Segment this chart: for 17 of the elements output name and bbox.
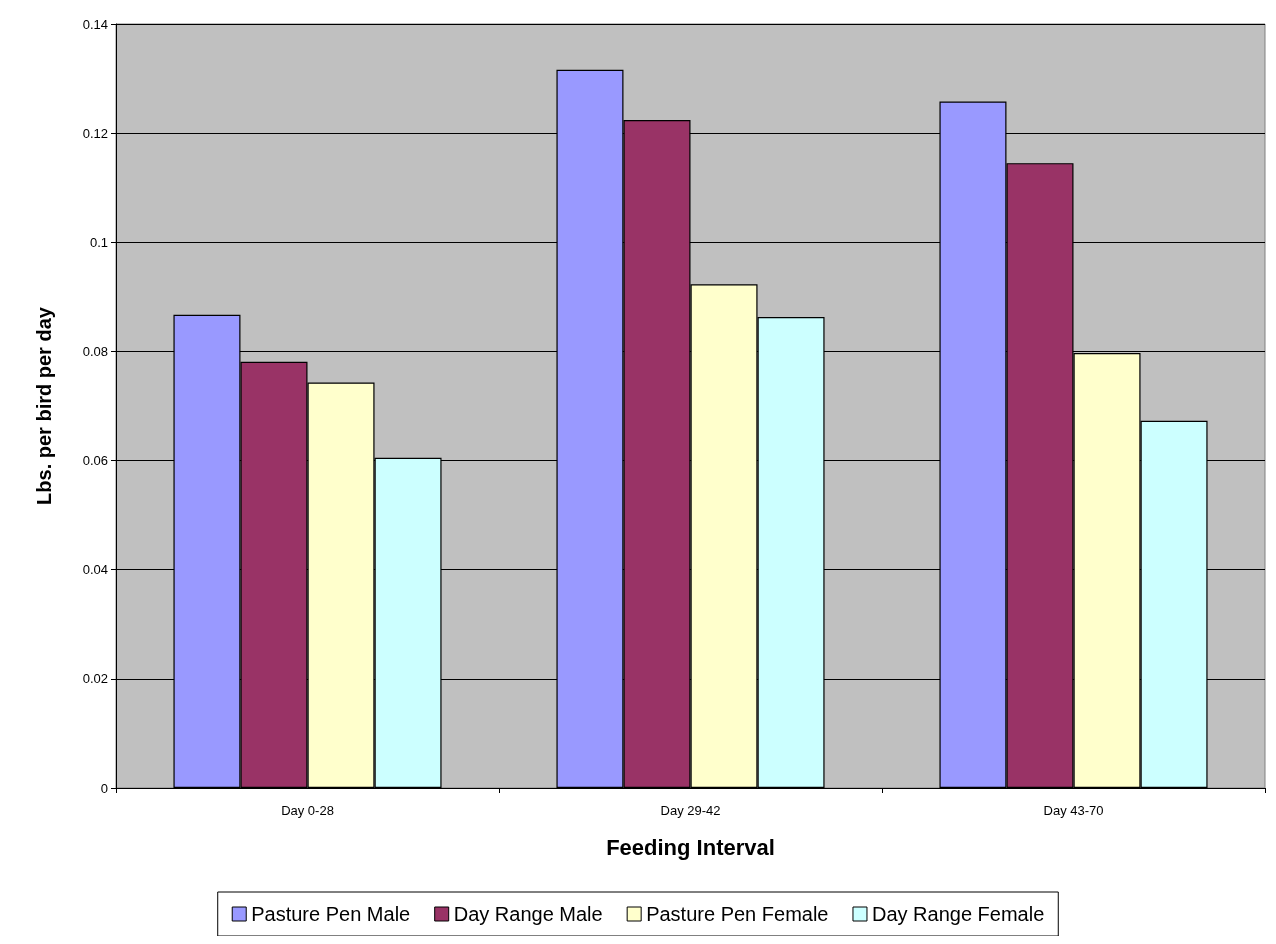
legend-label: Pasture Pen Female bbox=[646, 903, 829, 925]
y-tick-label: 0 bbox=[100, 780, 108, 796]
y-tick-label: 0.08 bbox=[82, 343, 108, 359]
y-tick-label: 0.06 bbox=[82, 453, 108, 469]
legend-label: Pasture Pen Male bbox=[251, 903, 411, 925]
legend-label: Day Range Male bbox=[453, 903, 603, 925]
y-tick-label: 0.1 bbox=[89, 234, 108, 250]
x-tick-label: Day 43-70 bbox=[1043, 803, 1104, 818]
y-tick-label: 0.12 bbox=[82, 125, 108, 141]
y-tick-label: 0.04 bbox=[82, 562, 108, 578]
x-tick-label: Day 29-42 bbox=[660, 803, 721, 818]
y-tick-label: 0.02 bbox=[82, 671, 108, 687]
y-axis-title: Lbs. per bird per day bbox=[33, 306, 55, 505]
y-tick-label: 0.14 bbox=[82, 16, 108, 32]
x-tick-label: Day 0-28 bbox=[281, 803, 334, 818]
legend-label: Day Range Female bbox=[871, 903, 1045, 925]
x-axis-title: Feeding Interval bbox=[606, 834, 775, 860]
